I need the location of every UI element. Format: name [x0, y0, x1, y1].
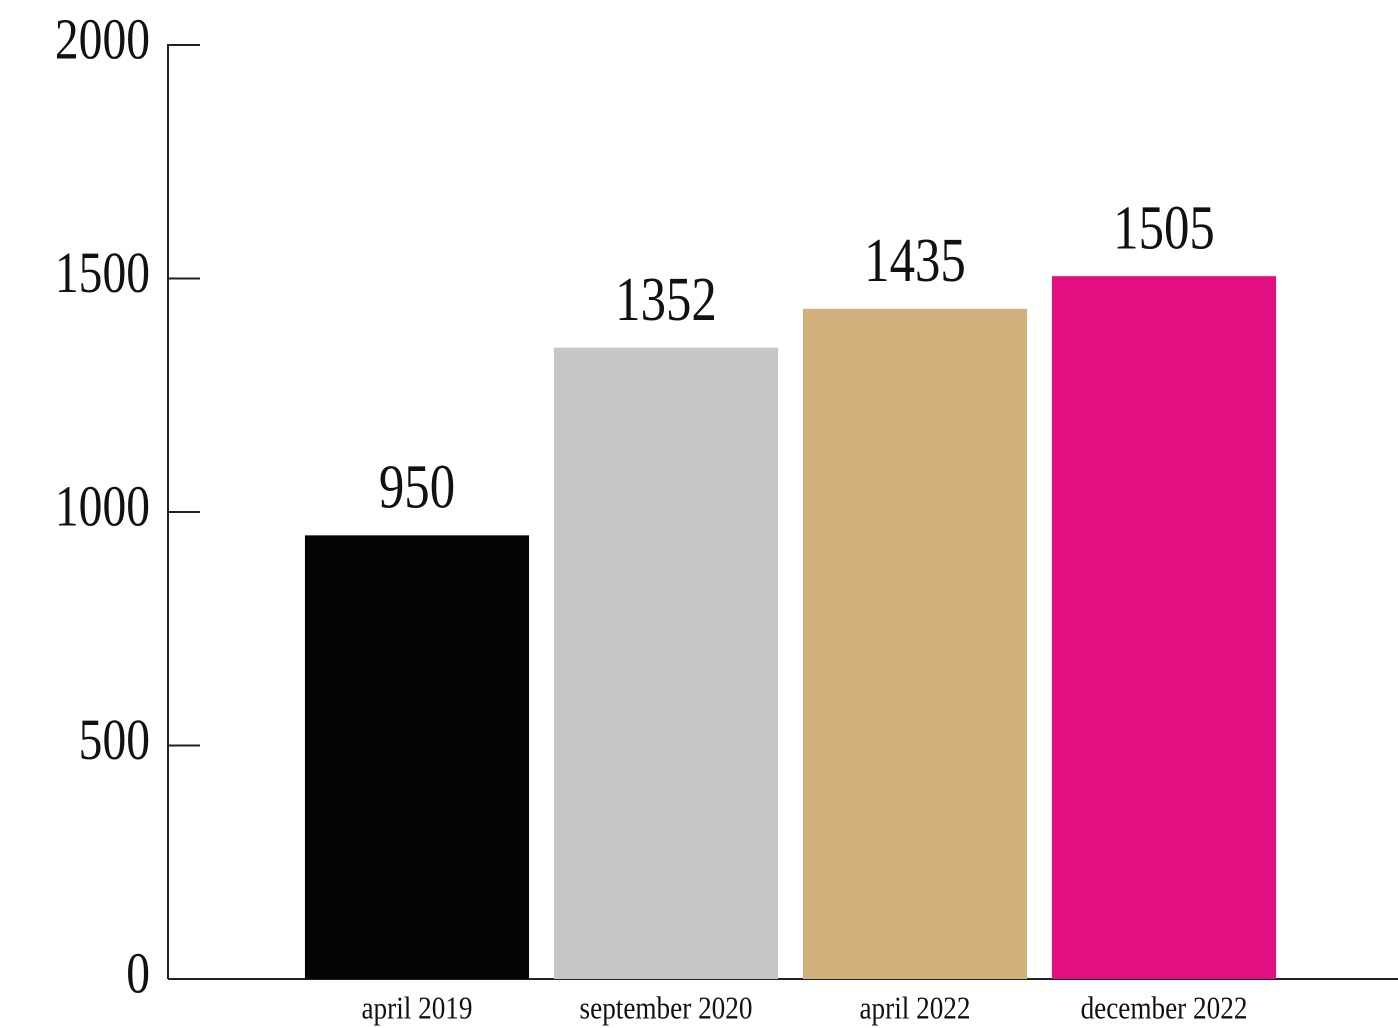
value-label: 1505 [1113, 194, 1215, 263]
bar [802, 308, 1028, 980]
x-tick-label: september 2020 [580, 991, 753, 1025]
bar [553, 347, 779, 980]
x-tick-label: april 2022 [859, 991, 970, 1025]
value-label: 1435 [864, 226, 966, 295]
y-tick-label: 1000 [55, 475, 150, 538]
value-label: 950 [379, 453, 455, 522]
y-tick-label: 500 [79, 709, 150, 772]
x-tick-label: april 2019 [361, 991, 472, 1025]
x-tick-label: december 2022 [1081, 991, 1248, 1025]
bar [304, 535, 530, 979]
y-tick-label: 0 [126, 942, 150, 1005]
value-label: 1352 [615, 265, 717, 334]
bar [1051, 276, 1277, 979]
y-tick-label: 1500 [55, 242, 150, 305]
y-tick-label: 2000 [55, 8, 150, 71]
